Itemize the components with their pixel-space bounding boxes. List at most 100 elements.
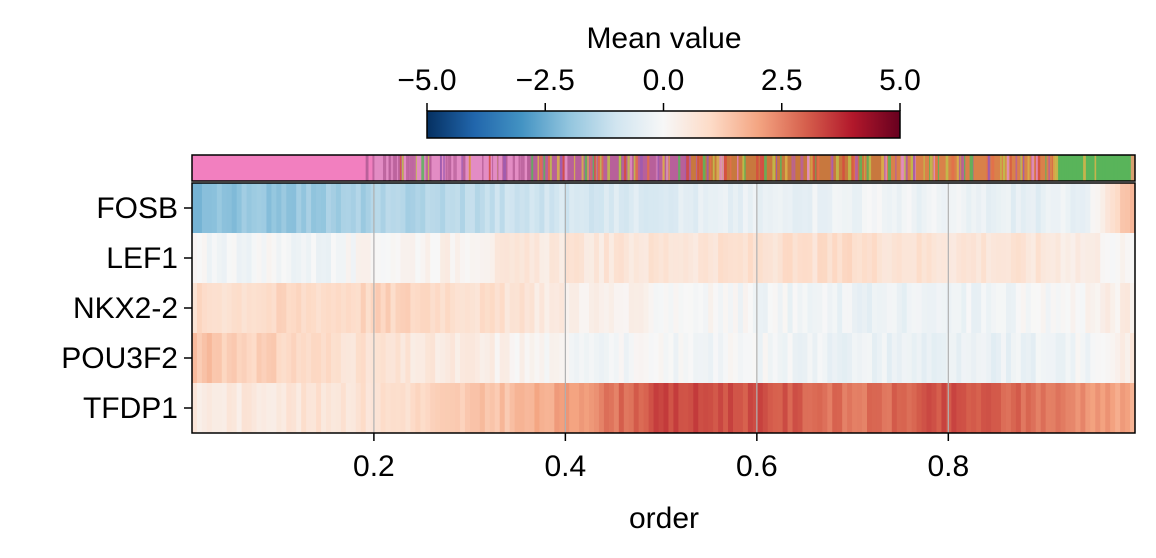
heatmap-cell: [321, 333, 327, 384]
heatmap-cell: [534, 383, 541, 433]
heatmap-cell: [375, 233, 382, 284]
heatmap-cell: [400, 233, 407, 284]
heatmap-cell: [981, 283, 987, 334]
heatmap-cell: [986, 233, 992, 284]
heatmap-cell: [951, 233, 957, 284]
heatmap-cell: [271, 383, 277, 433]
heatmap-cell: [276, 333, 282, 384]
heatmap-cell: [961, 233, 967, 284]
heatmap-cell: [569, 283, 575, 334]
heatmap-cell: [435, 233, 441, 284]
heatmap-cell: [782, 383, 789, 433]
heatmap-cell: [489, 383, 496, 433]
heatmap-cell: [395, 183, 402, 234]
annotation-stripe: [991, 155, 995, 181]
heatmap-cell: [474, 333, 481, 384]
annotation-stripe: [463, 155, 466, 181]
heatmap-cell: [529, 183, 536, 234]
heatmap-cell: [410, 233, 416, 284]
heatmap-cell: [445, 383, 451, 433]
heatmap-cell: [832, 333, 838, 384]
annotation-stripe: [647, 155, 650, 181]
heatmap-cell: [916, 383, 923, 433]
heatmap-cell: [256, 383, 263, 433]
heatmap-cell: [693, 183, 699, 234]
heatmap-cell: [340, 283, 347, 334]
annotation-stripe: [392, 155, 396, 181]
heatmap-cell: [648, 333, 655, 384]
annotation-stripe: [719, 155, 723, 181]
heatmap-cell: [648, 183, 655, 234]
heatmap-cell: [380, 333, 387, 384]
heatmap-cell: [400, 333, 407, 384]
heatmap-cell: [698, 233, 704, 284]
annotation-stripe: [712, 155, 715, 181]
annotation-stripe: [1015, 155, 1018, 181]
annotation-stripe: [385, 155, 387, 181]
heatmap-cell: [1125, 183, 1131, 234]
heatmap-cell: [643, 333, 650, 384]
heatmap-cell: [1125, 283, 1131, 334]
heatmap-cell: [306, 183, 312, 234]
heatmap-cell: [1010, 383, 1017, 433]
annotation-stripe: [1048, 155, 1050, 181]
heatmap-cell: [673, 383, 679, 433]
heatmap-cell: [896, 383, 903, 433]
heatmap-cell: [966, 333, 972, 384]
annotation-stripe: [599, 155, 602, 181]
heatmap-cell: [782, 283, 789, 334]
heatmap-cell: [410, 283, 416, 334]
heatmap-cell: [395, 283, 402, 334]
heatmap-cell: [603, 333, 610, 384]
heatmap-cell: [1055, 183, 1062, 234]
heatmap-cell: [981, 333, 987, 384]
heatmap-cell: [256, 183, 263, 234]
heatmap-cell: [1005, 233, 1012, 284]
heatmap-cell: [1115, 233, 1121, 284]
heatmap-cell: [519, 183, 526, 234]
heatmap-cell: [435, 333, 441, 384]
heatmap-cell: [688, 383, 694, 433]
heatmap-cell: [316, 283, 322, 334]
annotation-stripe: [539, 155, 543, 181]
heatmap-cell: [415, 283, 421, 334]
heatmap-cell: [857, 233, 863, 284]
heatmap-cell: [857, 283, 863, 334]
heatmap-cell: [1055, 383, 1062, 433]
heatmap-cell: [931, 233, 938, 284]
heatmap-cell: [306, 333, 312, 384]
annotation-stripe: [409, 155, 413, 181]
heatmap-cell: [340, 233, 347, 284]
annotation-stripe: [1097, 155, 1100, 181]
heatmap-cell: [306, 283, 312, 334]
annotation-stripe: [1035, 155, 1039, 181]
heatmap-cell: [539, 183, 545, 234]
heatmap-cell: [594, 183, 600, 234]
heatmap-cell: [847, 233, 853, 284]
heatmap-cell: [1075, 183, 1082, 234]
heatmap-cell: [866, 383, 873, 433]
annotation-stripe: [1053, 155, 1056, 181]
heatmap-cell: [658, 233, 665, 284]
heatmap-cell: [301, 283, 307, 334]
heatmap-cell: [643, 233, 650, 284]
heatmap-cell: [584, 183, 590, 234]
annotation-segment: [192, 155, 375, 181]
annotation-stripe: [1000, 155, 1002, 181]
annotation-stripe: [830, 155, 833, 181]
heatmap-cell: [971, 283, 977, 334]
heatmap-cell: [430, 283, 436, 334]
heatmap-cell: [1000, 183, 1007, 234]
annotation-stripe: [775, 155, 778, 181]
heatmap-cell: [728, 233, 734, 284]
heatmap-cell: [921, 183, 928, 234]
heatmap-cell: [1085, 233, 1091, 284]
heatmap-cell: [633, 283, 640, 334]
heatmap-cell: [400, 383, 407, 433]
annotation-stripe: [737, 155, 739, 181]
heatmap-cell: [713, 383, 719, 433]
heatmap-cell: [663, 183, 670, 234]
heatmap-cell: [956, 333, 962, 384]
heatmap-cell: [723, 233, 729, 284]
heatmap-cell: [747, 233, 754, 284]
